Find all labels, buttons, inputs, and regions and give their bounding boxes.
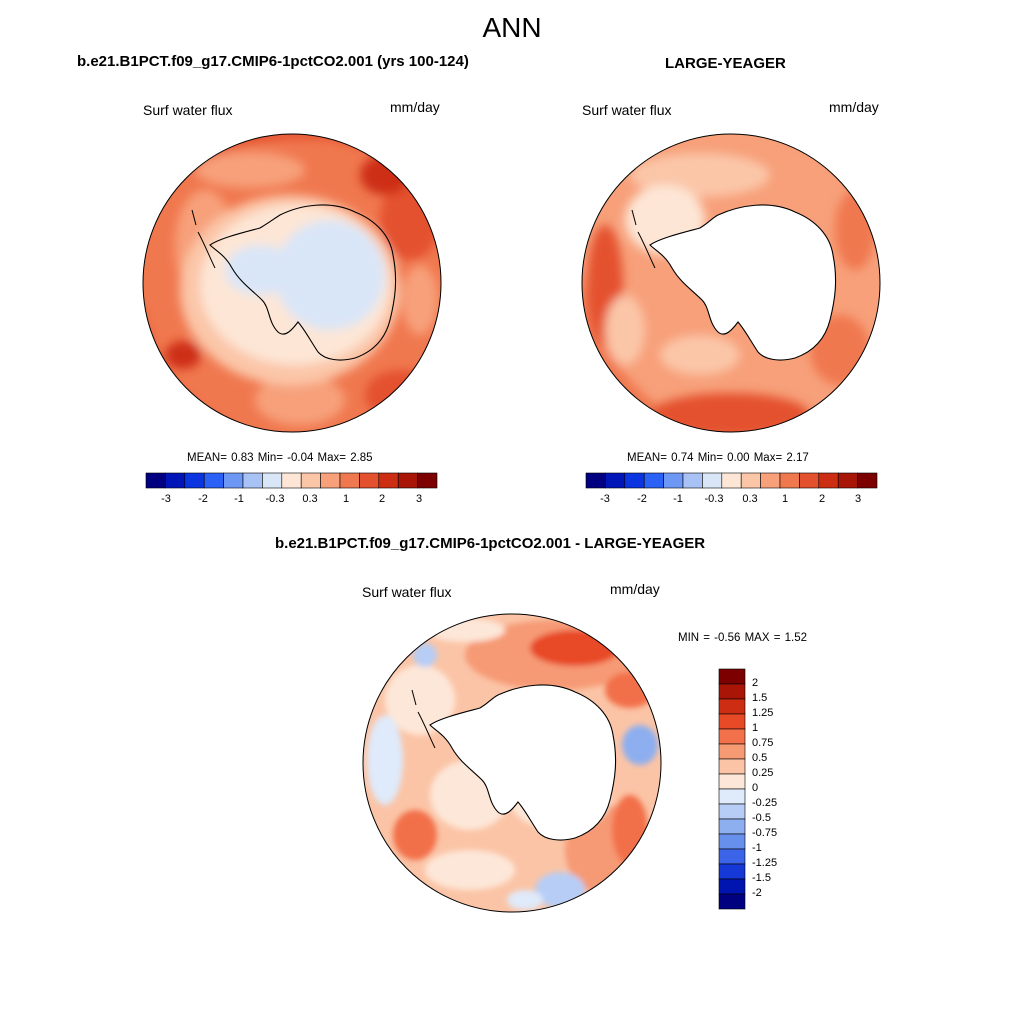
panel-3-variable: Surf water flux <box>362 584 452 600</box>
colorbar-swatch <box>624 472 645 489</box>
colorbar-swatch <box>397 472 418 489</box>
colorbar-swatch <box>359 472 380 489</box>
panel-1-title: b.e21.B1PCT.f09_g17.CMIP6-1pctCO2.001 (y… <box>77 53 469 70</box>
colorbar-swatch <box>718 668 746 685</box>
colorbar-tick-label: -0.25 <box>752 797 778 809</box>
colorbar-swatch <box>718 743 746 760</box>
colorbar-1 <box>145 472 438 489</box>
colorbar-tick-label: 1.25 <box>752 707 774 719</box>
panel-3-title: b.e21.B1PCT.f09_g17.CMIP6-1pctCO2.001 - … <box>275 535 706 552</box>
colorbar-swatch <box>339 472 360 489</box>
colorbar-swatch <box>223 472 244 489</box>
colorbar-tick-label: -3 <box>161 493 171 505</box>
panel-2-units: mm/day <box>829 99 879 115</box>
colorbar-2 <box>585 472 878 489</box>
colorbar-swatch <box>378 472 399 489</box>
colorbar-swatch <box>203 472 224 489</box>
colorbar-tick-label: 1.5 <box>752 692 768 704</box>
map-1 <box>142 133 442 433</box>
colorbar-tick-label: 1 <box>752 722 759 734</box>
colorbar-tick-label: 1 <box>781 493 789 505</box>
colorbar-tick-label: 0.75 <box>752 737 774 749</box>
colorbar-swatch <box>718 848 746 865</box>
colorbar-tick-label: 0.5 <box>752 752 768 764</box>
colorbar-swatch <box>682 472 703 489</box>
colorbar-swatch <box>718 818 746 835</box>
colorbar-swatch <box>779 472 800 489</box>
panel-2-title: LARGE-YEAGER <box>665 55 786 72</box>
colorbar-tick-label: 3 <box>854 493 862 505</box>
colorbar-swatch <box>718 833 746 850</box>
colorbar-swatch <box>663 472 684 489</box>
colorbar-tick-label: 0 <box>752 782 759 794</box>
colorbar-swatch <box>718 863 746 880</box>
colorbar-tick-label: 3 <box>415 493 423 505</box>
colorbar-swatch <box>818 472 839 489</box>
colorbar-tick-label: -1 <box>234 493 244 505</box>
panel-2-stats: MEAN= 0.74 Min= 0.00 Max= 2.17 <box>627 452 809 464</box>
panel-1-variable: Surf water flux <box>143 102 233 118</box>
colorbar-tick-label: -0.75 <box>752 827 778 839</box>
colorbar-tick-label: -2 <box>752 887 762 899</box>
colorbar-tick-label: -3 <box>600 493 610 505</box>
colorbar-swatch <box>718 788 746 805</box>
colorbar-swatch <box>718 698 746 715</box>
colorbar-tick-label: -0.5 <box>752 812 771 824</box>
colorbar-swatch <box>718 893 746 910</box>
colorbar-swatch <box>760 472 781 489</box>
panel-1-stats: MEAN= 0.83 Min= -0.04 Max= 2.85 <box>187 452 373 464</box>
colorbar-tick-label: 0.3 <box>742 493 758 505</box>
colorbar-tick-label: -1 <box>673 493 683 505</box>
colorbar-swatch <box>165 472 186 489</box>
colorbar-swatch <box>718 878 746 895</box>
colorbar-swatch <box>718 713 746 730</box>
map-3 <box>362 613 662 913</box>
map-2 <box>581 133 881 433</box>
panel-3-units: mm/day <box>610 581 660 597</box>
colorbar-swatch <box>643 472 664 489</box>
colorbar-swatch <box>281 472 302 489</box>
colorbar-swatch <box>242 472 263 489</box>
colorbar-tick-label: 2 <box>378 493 386 505</box>
colorbar-tick-label: -1.5 <box>752 872 771 884</box>
panel-1-units: mm/day <box>390 99 440 115</box>
colorbar-swatch <box>837 472 858 489</box>
colorbar-tick-label: -1.25 <box>752 857 778 869</box>
colorbar-swatch <box>184 472 205 489</box>
figure-title: ANN <box>482 12 542 43</box>
colorbar-tick-label: -1 <box>752 842 762 854</box>
colorbar-swatch <box>585 472 606 489</box>
colorbar-tick-label: -2 <box>637 493 647 505</box>
colorbar-swatch <box>799 472 820 489</box>
colorbar-swatch <box>605 472 626 489</box>
colorbar-tick-label: 2 <box>752 677 759 689</box>
colorbar-swatch <box>417 472 438 489</box>
colorbar-tick-label: 1 <box>342 493 350 505</box>
colorbar-swatch <box>145 472 166 489</box>
colorbar-swatch <box>320 472 341 489</box>
colorbar-3 <box>718 668 746 910</box>
panel-2-variable: Surf water flux <box>582 102 672 118</box>
colorbar-swatch <box>262 472 283 489</box>
colorbar-swatch <box>300 472 321 489</box>
colorbar-swatch <box>702 472 723 489</box>
colorbar-tick-label: 0.3 <box>302 493 318 505</box>
colorbar-tick-label: -2 <box>198 493 208 505</box>
colorbar-swatch <box>718 758 746 775</box>
colorbar-swatch <box>740 472 761 489</box>
colorbar-tick-label: -0.3 <box>265 493 285 505</box>
colorbar-tick-label: 2 <box>818 493 826 505</box>
colorbar-swatch <box>721 472 742 489</box>
colorbar-swatch <box>718 773 746 790</box>
panel-3-stats: MIN = -0.56 MAX = 1.52 <box>678 632 808 644</box>
colorbar-swatch <box>857 472 878 489</box>
colorbar-swatch <box>718 803 746 820</box>
colorbar-swatch <box>718 683 746 700</box>
colorbar-tick-label: -0.3 <box>704 493 724 505</box>
colorbar-swatch <box>718 728 746 745</box>
colorbar-tick-label: 0.25 <box>752 767 774 779</box>
